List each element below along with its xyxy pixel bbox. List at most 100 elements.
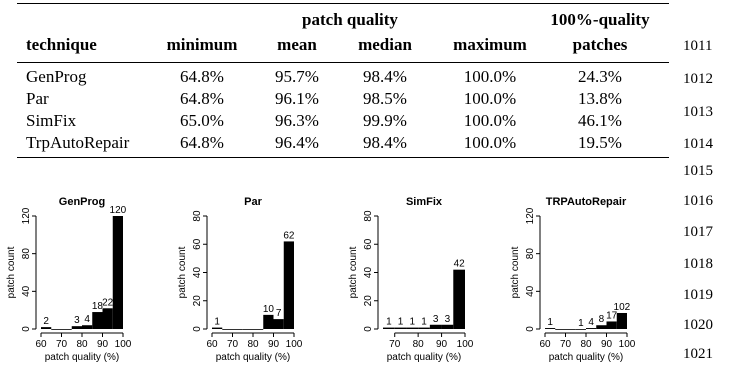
chart-title: GenProg xyxy=(59,196,105,208)
cell-median: 99.9% xyxy=(363,111,407,130)
line-number: 1019 xyxy=(683,287,713,303)
x-tick-label: 100 xyxy=(619,339,636,350)
y-tick-label: 40 xyxy=(525,285,536,297)
table-top-rule xyxy=(17,3,669,4)
histogram-bar xyxy=(283,241,294,329)
x-tick-label: 90 xyxy=(601,339,613,350)
histogram-bar xyxy=(242,329,253,330)
cell-median: 98.4% xyxy=(363,67,407,86)
chart-title: TRPAutoRepair xyxy=(546,196,627,208)
cell-technique: TrpAutoRepair xyxy=(26,133,130,152)
line-number: 1017 xyxy=(683,224,713,240)
histogram-bar xyxy=(212,327,223,329)
cell-minimum: 65.0% xyxy=(180,111,224,130)
bar-value-label: 3 xyxy=(74,315,80,326)
x-tick-label: 70 xyxy=(227,339,239,350)
bar-value-label: 1 xyxy=(547,317,553,328)
y-tick-label: 20 xyxy=(363,295,374,307)
header-technique: technique xyxy=(26,35,97,54)
y-tick-label: 80 xyxy=(363,210,374,222)
y-tick-label: 0 xyxy=(525,326,536,332)
histogram-bar xyxy=(92,312,103,329)
histogram-bar xyxy=(565,329,576,330)
cell-mean: 96.4% xyxy=(275,133,319,152)
x-axis-label: patch quality (%) xyxy=(45,352,119,363)
cell-mean: 95.7% xyxy=(275,67,319,86)
cell-maximum: 100.0% xyxy=(463,67,517,86)
x-tick-label: 90 xyxy=(436,339,448,350)
bar-value-label: 62 xyxy=(283,230,295,241)
x-tick-label: 60 xyxy=(539,339,551,350)
histogram-bar xyxy=(406,327,419,329)
cell-technique: Par xyxy=(26,89,49,108)
header-group-patch-quality: patch quality xyxy=(302,10,398,29)
histogram-bar xyxy=(555,329,566,330)
bar-value-label: 1 xyxy=(421,317,427,328)
header-full-quality: 100%-quality xyxy=(550,10,650,29)
histogram-bar xyxy=(253,329,264,330)
y-tick-label: 0 xyxy=(363,326,374,332)
histogram-bar xyxy=(71,326,82,329)
bar-value-label: 4 xyxy=(588,317,594,328)
line-number: 1020 xyxy=(683,317,713,333)
line-number: 1015 xyxy=(683,163,713,179)
bar-value-label: 120 xyxy=(110,205,127,216)
x-tick-label: 70 xyxy=(56,339,68,350)
bar-value-label: 1 xyxy=(398,317,404,328)
x-tick-label: 70 xyxy=(389,339,401,350)
x-tick-label: 80 xyxy=(580,339,592,350)
bar-value-label: 1 xyxy=(214,317,220,328)
cell-full-quality: 46.1% xyxy=(578,111,622,130)
cell-maximum: 100.0% xyxy=(463,111,517,130)
x-tick-label: 90 xyxy=(97,339,109,350)
bar-value-label: 22 xyxy=(102,297,114,308)
y-tick-label: 0 xyxy=(21,326,32,332)
histogram-bar xyxy=(383,327,395,329)
y-tick-label: 40 xyxy=(21,285,32,297)
histogram-bar xyxy=(394,327,407,329)
cell-technique: SimFix xyxy=(26,111,77,130)
line-number: 1021 xyxy=(683,346,713,362)
cell-maximum: 100.0% xyxy=(463,89,517,108)
y-tick-label: 60 xyxy=(192,238,203,250)
header-full-quality-patches: patches xyxy=(572,35,628,54)
y-tick-label: 40 xyxy=(363,267,374,279)
x-tick-label: 100 xyxy=(286,339,303,350)
line-number: 1013 xyxy=(683,104,713,120)
bar-value-label: 2 xyxy=(43,316,49,327)
histogram-bar xyxy=(575,329,586,330)
bar-value-label: 102 xyxy=(614,302,631,313)
cell-median: 98.4% xyxy=(363,133,407,152)
bar-value-label: 42 xyxy=(454,259,466,270)
cell-minimum: 64.8% xyxy=(180,67,224,86)
histogram-bar xyxy=(112,216,123,329)
line-number: 1016 xyxy=(683,193,713,209)
y-tick-label: 20 xyxy=(192,295,203,307)
cell-mean: 96.1% xyxy=(275,89,319,108)
histogram-bar xyxy=(222,329,233,330)
y-tick-label: 120 xyxy=(21,207,32,224)
y-tick-label: 60 xyxy=(363,238,374,250)
line-number: 1018 xyxy=(683,256,713,272)
x-tick-label: 70 xyxy=(560,339,572,350)
bar-value-label: 7 xyxy=(276,308,282,319)
y-axis-label: patch count xyxy=(177,246,188,298)
y-tick-label: 80 xyxy=(21,248,32,260)
y-axis-label: patch count xyxy=(510,246,521,298)
bar-value-label: 3 xyxy=(445,314,451,325)
y-tick-label: 0 xyxy=(192,326,203,332)
header-minimum: minimum xyxy=(166,35,238,54)
y-axis-label: patch count xyxy=(6,246,17,298)
cell-minimum: 64.8% xyxy=(180,89,224,108)
x-axis-label: patch quality (%) xyxy=(387,352,461,363)
x-tick-label: 80 xyxy=(413,339,425,350)
histogram-bar xyxy=(41,327,52,329)
histogram-bar xyxy=(596,325,607,329)
histogram-bar xyxy=(61,329,72,330)
x-axis-label: patch quality (%) xyxy=(549,352,623,363)
line-number: 1014 xyxy=(683,136,713,152)
cell-technique: GenProg xyxy=(26,67,87,86)
y-tick-label: 80 xyxy=(192,210,203,222)
table-header-rule xyxy=(17,62,669,63)
